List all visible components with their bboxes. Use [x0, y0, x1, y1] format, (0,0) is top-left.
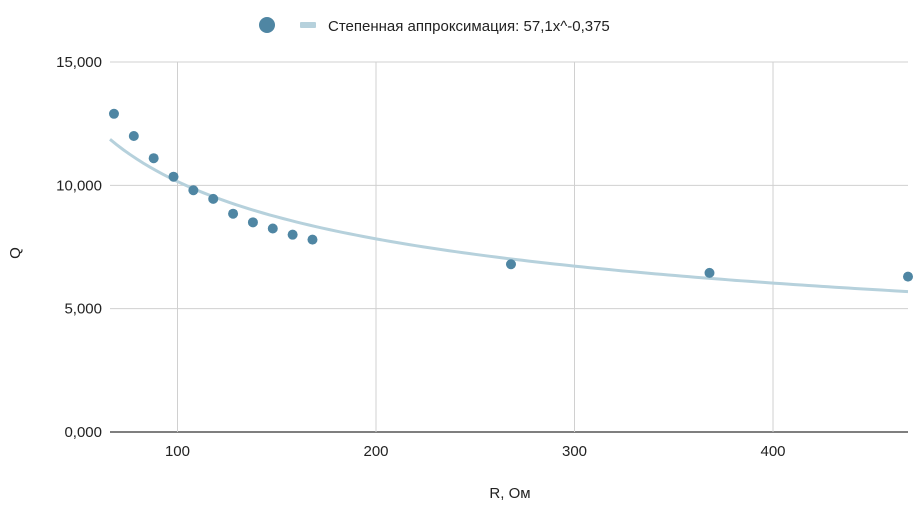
data-point — [247, 217, 258, 228]
data-point — [208, 193, 219, 204]
trendline-layer — [109, 138, 909, 294]
data-point — [128, 131, 139, 141]
y-tick-label: 0,000 — [64, 424, 102, 441]
scatter-points — [108, 108, 913, 282]
data-point — [108, 108, 119, 119]
x-axis-ticks: 100 200 300 400 — [165, 443, 786, 460]
grid — [110, 61, 908, 433]
data-point — [168, 171, 179, 182]
y-tick-label: 10,000 — [56, 177, 102, 194]
legend-scatter-marker — [259, 17, 275, 33]
legend: Степенная аппроксимация: 57,1x^-0,375 — [259, 17, 610, 35]
x-axis-title: R, Ом — [489, 485, 530, 502]
trendline — [109, 138, 909, 294]
data-point — [148, 153, 159, 164]
data-point — [188, 185, 199, 196]
data-point — [307, 234, 318, 245]
data-point — [704, 267, 715, 278]
data-point — [228, 208, 239, 219]
x-tick-label: 200 — [363, 443, 388, 460]
y-tick-label: 15,000 — [56, 54, 102, 71]
x-tick-label: 400 — [760, 443, 785, 460]
data-point — [287, 229, 298, 240]
legend-trendline-swatch — [300, 22, 316, 28]
x-tick-label: 100 — [165, 443, 190, 460]
y-axis-title: Q — [7, 247, 24, 259]
y-tick-label: 5,000 — [64, 301, 102, 318]
data-point — [505, 259, 516, 270]
y-axis-ticks: 0,000 5,000 10,000 15,000 — [56, 54, 102, 441]
legend-trendline-label: Степенная аппроксимация: 57,1x^-0,375 — [328, 18, 610, 35]
data-point — [903, 271, 913, 282]
x-tick-label: 300 — [562, 443, 587, 460]
data-point — [267, 223, 278, 234]
